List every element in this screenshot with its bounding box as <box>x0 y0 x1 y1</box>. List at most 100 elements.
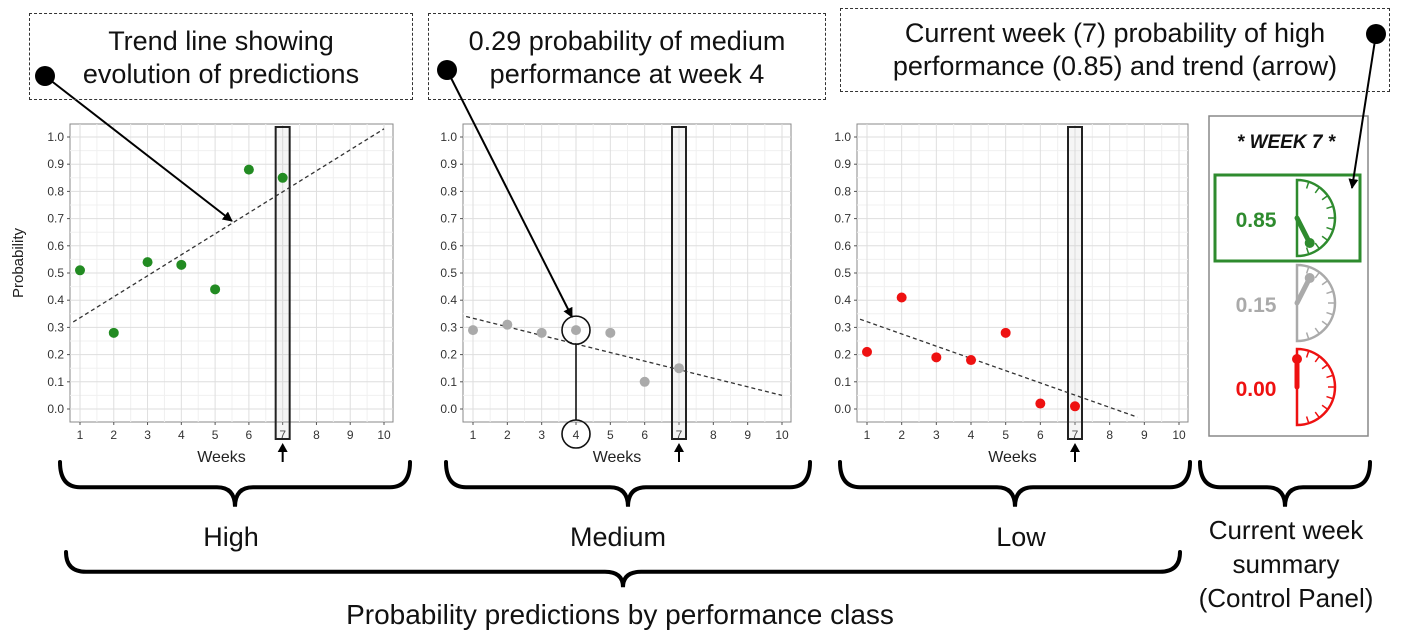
x-tick-label: 10 <box>775 428 789 442</box>
current-week-highlight <box>274 126 291 440</box>
y-tick-label: 0.5 <box>440 266 457 280</box>
y-tick-label: 0.1 <box>834 375 851 389</box>
gauge-tick <box>1321 364 1329 370</box>
y-tick-label: 0.9 <box>440 157 457 171</box>
y-tick-label: 0.3 <box>47 320 64 334</box>
y-tick-label: 0.7 <box>440 212 457 226</box>
x-tick-label: 9 <box>347 428 354 442</box>
data-point <box>605 327 616 338</box>
callout-current-line2: performance (0.85) and trend (arrow) <box>892 51 1338 81</box>
x-tick-label: 1 <box>470 428 477 442</box>
brace-medium <box>444 460 812 507</box>
data-point <box>862 346 872 357</box>
overall-caption: Probability predictions by performance c… <box>346 599 894 630</box>
data-point <box>468 325 478 336</box>
gauge-tick <box>1321 280 1329 286</box>
data-point <box>75 265 85 276</box>
control-panel-frame <box>1208 115 1369 437</box>
callout-trend-line: Trend line showing evolution of predicti… <box>29 13 413 100</box>
x-axis-label: Weeks <box>197 449 246 466</box>
current-week-arrow-head <box>277 443 288 452</box>
data-point <box>674 363 684 374</box>
braces-layer <box>58 460 1372 588</box>
brace-low <box>838 460 1192 507</box>
y-tick-label: 0.3 <box>834 320 851 334</box>
y-tick-label: 0.4 <box>440 293 457 307</box>
pointer-trend-line <box>44 75 233 222</box>
gauge-tick <box>1321 195 1329 201</box>
brace-overall <box>64 550 1182 588</box>
gauge-tick <box>1314 271 1320 279</box>
y-tick-label: 0.6 <box>47 239 64 253</box>
y-tick-label: 0.8 <box>834 184 851 198</box>
brace-summary <box>1198 460 1372 507</box>
data-point <box>896 292 907 303</box>
x-tick-label: 6 <box>246 428 253 442</box>
summary-line2: summary <box>1232 549 1340 579</box>
x-tick-label: 10 <box>377 428 391 442</box>
y-tick-label: 0.2 <box>440 348 457 362</box>
data-point <box>176 259 187 270</box>
x-tick-label: 7 <box>1072 428 1079 442</box>
data-point <box>966 355 976 366</box>
y-tick-label: 1.0 <box>834 130 851 144</box>
x-tick-label: 1 <box>77 428 84 442</box>
y-tick-label: 0.1 <box>440 375 457 389</box>
data-point <box>108 327 119 338</box>
x-tick-label: 3 <box>538 428 545 442</box>
gauge-tick <box>1305 247 1310 255</box>
data-point <box>210 284 221 295</box>
y-tick-label: 0.6 <box>440 239 457 253</box>
x-tick-label: 7 <box>676 428 683 442</box>
x-tick-label: 5 <box>607 428 614 442</box>
callout-medium-week4: 0.29 probability of medium performance a… <box>428 13 826 100</box>
x-tick-label: 8 <box>313 428 320 442</box>
callout-arrows-layer <box>35 24 1386 318</box>
group-label-summary: Current week summary (Control Panel) <box>1176 513 1396 615</box>
y-tick-label: 1.0 <box>440 130 457 144</box>
trend-line <box>859 318 1138 418</box>
gauge-high: 0.85 <box>1213 173 1362 263</box>
callout-current-line1: Current week (7) probability of high <box>904 18 1326 48</box>
chart-low: 0.0 0.1 0.2 0.3 0.4 0.5 0.6 0.7 0.8 0.9 1.0 1 2 3 4 5 6 7… <box>834 123 1189 466</box>
x-tick-label: 4 <box>968 428 975 442</box>
x-tick-label: 3 <box>144 428 151 442</box>
data-point <box>243 164 254 175</box>
gauge-tick <box>1321 235 1329 241</box>
data-point <box>536 327 547 338</box>
y-tick-label: 0.0 <box>47 402 64 416</box>
x-tick-label: 5 <box>1002 428 1009 442</box>
gauge-needle-tip <box>1304 237 1315 248</box>
y-tick-label: 0.4 <box>834 293 851 307</box>
charts-layer: 0.0 0.1 0.2 0.3 0.4 0.5 0.6 0.7 0.8 0.9 1.0 1 2 3 4 5 6 7… <box>10 123 1189 466</box>
y-tick-label: 1.0 <box>47 130 64 144</box>
gauge-tick <box>1305 416 1310 424</box>
current-week-highlight <box>671 126 687 440</box>
gauge-medium: 0.15 <box>1236 263 1337 343</box>
y-tick-label: 0.8 <box>440 184 457 198</box>
gauge-tick <box>1321 404 1329 410</box>
gauge-tick <box>1326 205 1334 210</box>
y-tick-label: 0.9 <box>834 157 851 171</box>
y-tick-label: 0.1 <box>47 375 64 389</box>
y-tick-label: 0.3 <box>440 320 457 334</box>
current-week-arrow-head <box>674 443 684 452</box>
summary-line3: (Control Panel) <box>1198 583 1374 613</box>
chart-high: 0.0 0.1 0.2 0.3 0.4 0.5 0.6 0.7 0.8 0.9 1.0 1 2 3 4 5 6 7… <box>10 123 394 466</box>
y-tick-label: 0.6 <box>834 239 851 253</box>
data-point <box>571 325 581 336</box>
y-axis-label: Probability <box>10 227 27 298</box>
callout-medium-line1: 0.29 probability of medium <box>468 26 786 56</box>
data-point <box>1035 398 1046 409</box>
trend-line <box>465 315 783 397</box>
x-tick-label: 6 <box>641 428 648 442</box>
control-panel-layer: * WEEK 7 * 0.85 0.15 0.00 <box>1208 115 1369 437</box>
y-tick-label: 0.5 <box>47 266 64 280</box>
gauge-tick <box>1314 186 1320 194</box>
gauge-tick <box>1305 181 1310 189</box>
chart-medium: 0.0 0.1 0.2 0.3 0.4 0.5 0.6 0.7 0.8 0.9 1.0 1 2 3 4 5 6 7… <box>440 123 792 466</box>
data-point <box>502 319 513 330</box>
data-point <box>1000 327 1011 338</box>
pointer-current-line <box>1348 33 1377 189</box>
